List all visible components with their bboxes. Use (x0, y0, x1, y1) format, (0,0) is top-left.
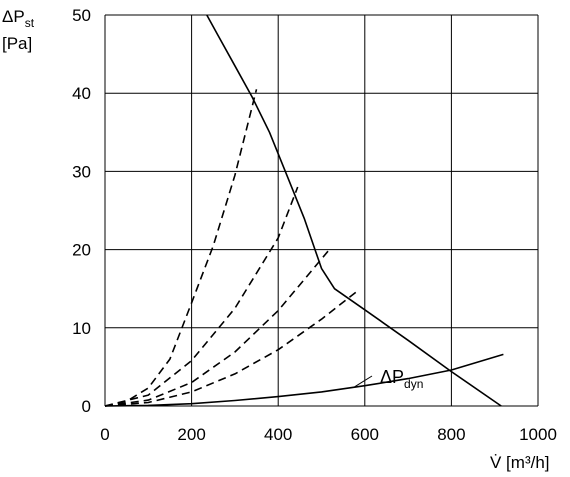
series-line-3 (104, 186, 299, 407)
y-axis-title-main: ΔPst (2, 7, 35, 30)
y-axis-title: ΔPst [Pa] (2, 7, 35, 53)
series-line-2 (104, 89, 258, 407)
x-tick-label-600: 600 (351, 425, 379, 444)
tick-labels: 0 200 400 600 800 1000 0 10 20 30 40 50 (72, 6, 557, 444)
series-group (104, 14, 504, 407)
delta-p-dyn-leader-line (354, 375, 373, 388)
delta-p-dyn-subscript: dyn (404, 377, 423, 391)
y-axis-title-subscript: st (25, 16, 35, 30)
x-tick-label-200: 200 (177, 425, 205, 444)
y-tick-label-50: 50 (72, 6, 91, 25)
y-tick-label-20: 20 (72, 241, 91, 260)
x-tick-label-1000: 1000 (519, 425, 557, 444)
series-line-5 (104, 289, 359, 407)
series-line-4 (104, 250, 329, 407)
x-axis-title: V̇ [m³/h] (490, 453, 550, 472)
y-tick-label-40: 40 (72, 84, 91, 103)
series-line-1 (206, 14, 502, 407)
y-axis-title-unit: [Pa] (2, 34, 32, 53)
y-tick-label-10: 10 (72, 319, 91, 338)
y-tick-label-0: 0 (82, 397, 91, 416)
series-line-0 (104, 353, 504, 407)
grid (104, 14, 539, 407)
x-tick-label-0: 0 (100, 425, 109, 444)
y-tick-label-30: 30 (72, 162, 91, 181)
x-tick-label-800: 800 (437, 425, 465, 444)
delta-p-dyn-label: ΔPdyn (380, 367, 423, 391)
x-tick-label-400: 400 (264, 425, 292, 444)
